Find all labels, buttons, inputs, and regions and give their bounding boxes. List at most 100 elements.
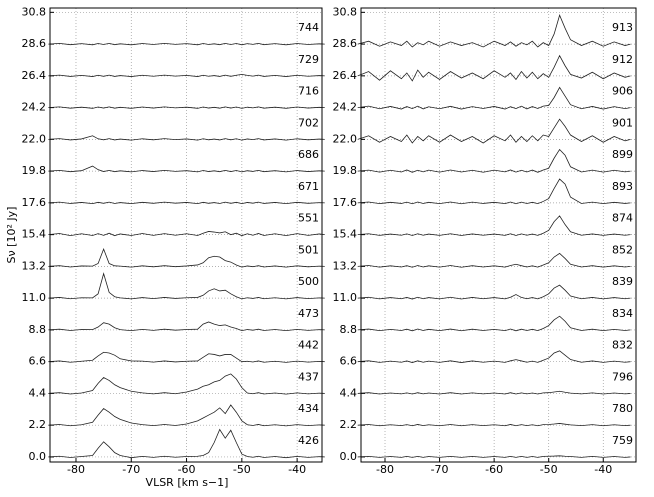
spectrum xyxy=(48,106,325,109)
spectrum xyxy=(357,148,631,173)
spectrum-label: 702 xyxy=(298,116,319,129)
spectrum xyxy=(357,178,631,205)
spectrum-label: 834 xyxy=(612,307,633,320)
y-tick-label: 4.4 xyxy=(29,386,47,399)
spectrum xyxy=(357,86,631,110)
y-tick-label: 26.4 xyxy=(22,69,47,82)
x-tick-label: -60 xyxy=(178,463,196,476)
spectrum xyxy=(48,247,325,268)
x-tick-label: -80 xyxy=(376,463,394,476)
spectrum xyxy=(48,272,325,300)
y-tick-label: 30.8 xyxy=(333,5,358,18)
y-tick-label: 2.2 xyxy=(29,418,47,431)
spectrum xyxy=(48,165,325,173)
spectrum-label: 893 xyxy=(612,180,633,193)
y-tick-label: 17.6 xyxy=(22,196,47,209)
spectrum xyxy=(48,201,325,205)
y-tick-label: 11.0 xyxy=(333,291,358,304)
spectrum-label: 852 xyxy=(612,243,633,256)
y-tick-label: 24.2 xyxy=(333,101,358,114)
y-tick-label: 0.0 xyxy=(29,450,47,463)
spectrum-label: 780 xyxy=(612,402,633,415)
x-axis-label: VLSR [km s−1] xyxy=(146,476,229,489)
spectrum-label: 437 xyxy=(298,370,319,383)
y-tick-label: 30.8 xyxy=(22,5,47,18)
spectrum-label: 671 xyxy=(298,180,319,193)
spectrum-label: 899 xyxy=(612,148,633,161)
spectrum-label: 874 xyxy=(612,212,633,225)
spectrum xyxy=(48,231,325,237)
y-tick-label: 2.2 xyxy=(340,418,358,431)
y-tick-label: 8.8 xyxy=(340,323,358,336)
y-tick-label: 13.2 xyxy=(333,259,358,272)
y-tick-label: 26.4 xyxy=(333,69,358,82)
spectrum-label: 501 xyxy=(298,243,319,256)
y-tick-label: 11.0 xyxy=(22,291,47,304)
x-tick-label: -40 xyxy=(594,463,612,476)
y-tick-label: 28.6 xyxy=(22,37,47,50)
y-axis-label: Sν [10² Jy] xyxy=(5,207,18,264)
spectrum-label: 442 xyxy=(298,339,319,352)
y-tick-label: 22.0 xyxy=(333,132,358,145)
spectrum-label: 744 xyxy=(298,21,319,34)
x-tick-label: -50 xyxy=(233,463,251,476)
spectrum-label: 473 xyxy=(298,307,319,320)
spectrum-label: 832 xyxy=(612,339,633,352)
spectrum xyxy=(48,373,325,395)
spectrum xyxy=(357,423,631,427)
x-tick-label: -70 xyxy=(431,463,449,476)
spectrum-label: 434 xyxy=(298,402,319,415)
x-tick-label: -70 xyxy=(122,463,140,476)
spectrum-label: 839 xyxy=(612,275,633,288)
x-tick-label: -40 xyxy=(288,463,306,476)
spectrum xyxy=(48,73,325,77)
spectrum-label: 906 xyxy=(612,85,633,98)
spectrum-label: 686 xyxy=(298,148,319,161)
spectrum xyxy=(357,350,631,363)
spectrum-label: 426 xyxy=(298,434,319,447)
plot-frame xyxy=(49,7,323,463)
spectrum xyxy=(357,215,631,236)
spectrum xyxy=(48,428,325,459)
y-tick-label: 22.0 xyxy=(22,132,47,145)
spectrum xyxy=(48,42,325,46)
spectrum xyxy=(357,54,631,82)
y-tick-label: 8.8 xyxy=(29,323,47,336)
spectrum xyxy=(357,455,631,458)
y-tick-label: 0.0 xyxy=(340,450,358,463)
spectrum-label: 551 xyxy=(298,212,319,225)
spectrum xyxy=(357,284,631,300)
y-tick-label: 6.6 xyxy=(340,355,358,368)
y-tick-label: 15.4 xyxy=(22,228,47,241)
y-tick-label: 24.2 xyxy=(22,101,47,114)
spectrum xyxy=(357,390,631,395)
spectrum-label: 901 xyxy=(612,116,633,129)
spectrum-label: 729 xyxy=(298,53,319,66)
spectrum xyxy=(357,252,631,268)
spectrum-label: 500 xyxy=(298,275,319,288)
spectrum xyxy=(48,135,325,141)
spectrum xyxy=(48,321,325,332)
x-tick-label: -60 xyxy=(485,463,503,476)
spectrum xyxy=(357,118,631,144)
spectrum xyxy=(357,14,631,48)
spectrum-label: 759 xyxy=(612,434,633,447)
y-tick-label: 17.6 xyxy=(333,196,358,209)
plot-frame xyxy=(360,7,637,463)
y-tick-label: 15.4 xyxy=(333,228,358,241)
y-tick-label: 6.6 xyxy=(29,355,47,368)
y-tick-label: 19.8 xyxy=(333,164,358,177)
y-tick-label: 28.6 xyxy=(333,37,358,50)
x-tick-label: -80 xyxy=(67,463,85,476)
y-tick-label: 19.8 xyxy=(22,164,47,177)
spectrum-label: 913 xyxy=(612,21,633,34)
spectrum-label: 716 xyxy=(298,85,319,98)
spectrum xyxy=(48,404,325,427)
y-tick-label: 4.4 xyxy=(340,386,358,399)
spectrum-label: 796 xyxy=(612,370,633,383)
spectrum xyxy=(357,315,631,332)
spectrum-label: 912 xyxy=(612,53,633,66)
x-tick-label: -50 xyxy=(540,463,558,476)
y-tick-label: 13.2 xyxy=(22,259,47,272)
